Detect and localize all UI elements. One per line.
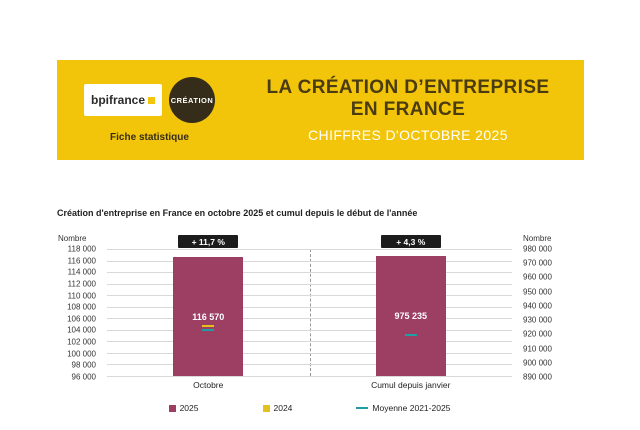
chart-title: Création d'entreprise en France en octob… xyxy=(57,208,418,218)
left-axis-tick: 114 000 xyxy=(67,267,96,277)
right-axis-tick: 890 000 xyxy=(523,372,552,382)
left-axis-name: Nombre xyxy=(58,234,87,243)
bar-value-label: 975 235 xyxy=(394,310,428,321)
gridline xyxy=(107,249,512,250)
left-axis-tick: 96 000 xyxy=(71,372,96,382)
growth-badge: + 11,7 % xyxy=(178,235,239,248)
right-axis-tick: 980 000 xyxy=(523,244,552,254)
gridline xyxy=(107,376,512,377)
growth-badge: + 4,3 % xyxy=(380,235,441,248)
right-axis-tick: 920 000 xyxy=(523,329,552,339)
bpifrance-logo-text: bpifrance xyxy=(90,93,145,107)
gridline xyxy=(107,352,512,354)
gridline xyxy=(107,341,512,343)
banner-title: LA CRÉATION D’ENTREPRISE EN FRANCE xyxy=(266,77,549,122)
bar-cumul-depuis-janvier xyxy=(375,255,446,376)
gridline xyxy=(107,364,512,366)
right-axis-tick: 940 000 xyxy=(523,301,552,311)
gridline xyxy=(107,295,512,297)
left-axis-tick: 102 000 xyxy=(67,337,96,347)
right-axis-tick: 950 000 xyxy=(523,287,552,297)
bpifrance-logo: bpifrance xyxy=(83,84,162,116)
left-axis-tick: 116 000 xyxy=(67,256,96,266)
right-axis: Nombre 980 000 970 000 960 000 950 000 940 0… xyxy=(518,234,562,382)
legend-item-2025: 2025 xyxy=(168,403,199,413)
dashed-separator xyxy=(309,249,311,376)
left-axis-tick: 110 000 xyxy=(67,291,96,301)
left-axis-tick: 104 000 xyxy=(67,325,96,335)
right-axis-tick: 910 000 xyxy=(523,344,552,354)
legend: 2025 2024 Moyenne 2021-2025 xyxy=(57,403,562,413)
bar-octobre xyxy=(173,257,244,376)
legend-item-moyenne-2021-2025: Moyenne 2021-2025 xyxy=(356,403,450,413)
right-axis-tick: 900 000 xyxy=(523,358,552,368)
left-axis-tick: 118 000 xyxy=(67,244,96,254)
legend-label: 2024 xyxy=(273,403,293,413)
gridline xyxy=(107,283,512,285)
bar-value-label: 116 570 xyxy=(192,311,225,322)
right-axis-tick: 970 000 xyxy=(523,258,552,268)
banner-title-line1: LA CRÉATION D’ENTREPRISE xyxy=(266,76,550,98)
chart-body: Nombre 118 000 116 000 114 000 112 000 110 0… xyxy=(57,234,562,390)
x-axis-label: Cumul depuis janvier xyxy=(371,380,451,390)
banner-logo-block: bpifrance CRÉATION Fiche statistique xyxy=(57,60,242,160)
legend-label: Moyenne 2021-2025 xyxy=(372,403,451,413)
right-axis-name: Nombre xyxy=(523,234,552,243)
banner-subtitle: CHIFFRES D'OCTOBRE 2025 xyxy=(308,127,508,144)
left-axis-tick: 100 000 xyxy=(67,349,96,359)
left-axis-tick: 108 000 xyxy=(67,302,96,312)
marker-moyenne-2021-2025 xyxy=(202,328,215,331)
banner-tagline: Fiche statistique xyxy=(110,132,189,143)
gridline xyxy=(107,329,512,331)
x-axis-label: Octobre xyxy=(193,380,224,390)
header-banner: bpifrance CRÉATION Fiche statistique LA … xyxy=(57,60,584,160)
left-axis-tick: 112 000 xyxy=(67,279,96,289)
right-axis-tick: 960 000 xyxy=(523,272,552,282)
legend-swatch xyxy=(168,404,176,412)
marker-moyenne-2021-2025 xyxy=(404,334,417,337)
legend-label: 2025 xyxy=(179,403,199,413)
plot-area: 116 570 + 11,7 % Octobre 975 235 + 4,3 % Cumu… xyxy=(107,235,512,390)
logo-row: bpifrance CRÉATION xyxy=(83,77,215,123)
legend-swatch xyxy=(262,404,270,412)
left-axis: Nombre 118 000 116 000 114 000 112 000 110 0… xyxy=(57,234,101,382)
creation-badge-icon: CRÉATION xyxy=(169,77,215,123)
gridline xyxy=(107,306,512,308)
left-axis-tick: 106 000 xyxy=(67,314,96,324)
right-axis-tick: 930 000 xyxy=(523,315,552,325)
gridline xyxy=(107,318,512,320)
banner-title-line2: EN FRANCE xyxy=(350,99,466,120)
banner-title-block: LA CRÉATION D’ENTREPRISE EN FRANCE CHIFF… xyxy=(242,60,584,160)
legend-item-2024: 2024 xyxy=(262,403,293,413)
chart-section: Création d'entreprise en France en octob… xyxy=(57,208,562,413)
bpifrance-logo-square-icon xyxy=(148,96,155,104)
legend-swatch xyxy=(356,407,369,409)
gridline xyxy=(107,272,512,274)
gridline xyxy=(107,260,512,262)
left-axis-tick: 98 000 xyxy=(71,360,96,370)
marker-2024 xyxy=(202,324,215,327)
